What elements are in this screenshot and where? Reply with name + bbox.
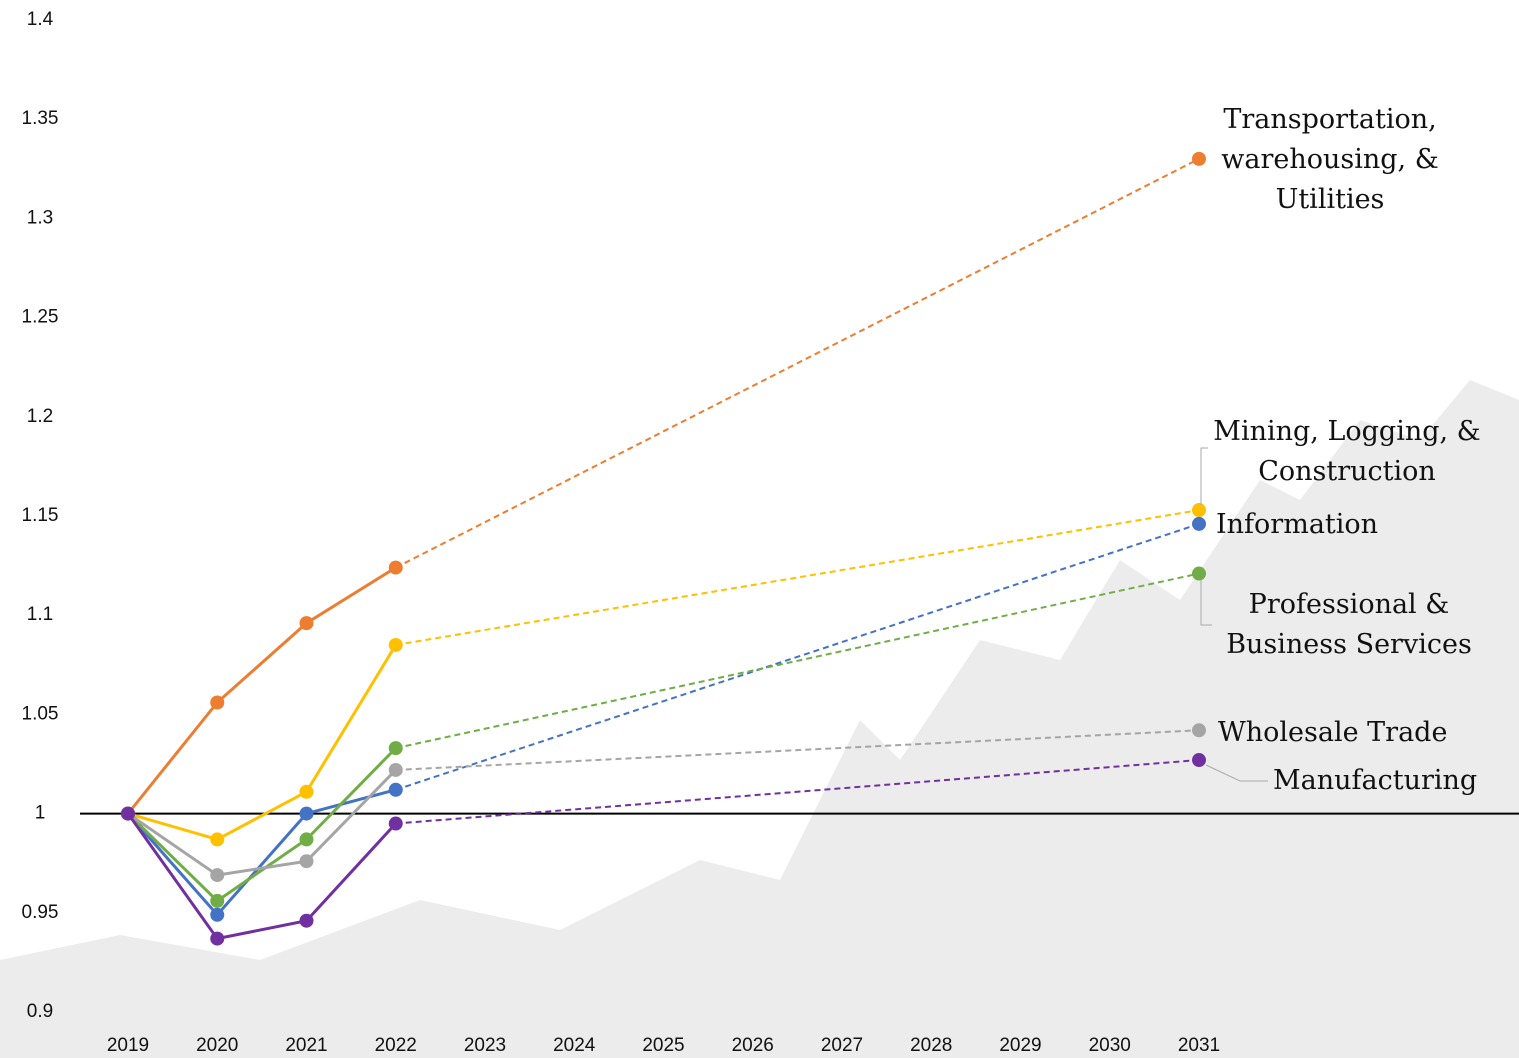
data-point: [388, 762, 403, 777]
background-trees: [0, 380, 1519, 1058]
projection-line: [395, 509, 1200, 646]
y-tick-label: 1.15: [22, 505, 59, 526]
x-tick-label: 2026: [732, 1035, 774, 1056]
x-tick-label: 2031: [1178, 1035, 1220, 1056]
data-point: [1192, 503, 1206, 518]
x-tick-label: 2019: [107, 1035, 149, 1056]
series-label: Mining, Logging, & Construction: [1213, 416, 1480, 487]
data-point: [1192, 566, 1206, 581]
data-point: [388, 816, 403, 831]
y-tick-label: 1.25: [22, 307, 59, 328]
data-point: [210, 868, 225, 883]
data-point: [210, 893, 225, 908]
data-point: [1192, 516, 1206, 531]
x-tick-label: 2027: [821, 1035, 863, 1056]
series-label: Information: [1216, 509, 1378, 540]
data-point: [299, 832, 314, 847]
data-point: [299, 616, 314, 631]
series-label: Professional & Business Services: [1226, 589, 1472, 660]
leader-line: [1205, 764, 1268, 782]
projection-line: [395, 759, 1200, 825]
series-line: [126, 566, 397, 815]
series-line: [127, 644, 398, 842]
series-line: [126, 812, 397, 941]
series-line: [126, 788, 397, 918]
data-point: [1192, 151, 1206, 166]
data-point: [121, 806, 135, 821]
projection-line: [395, 522, 1200, 791]
y-tick-label: 1.35: [22, 108, 59, 129]
series-line: [127, 768, 397, 877]
leader-line: [1200, 447, 1208, 505]
data-point: [388, 782, 403, 797]
data-point: [299, 913, 314, 928]
x-tick-label: 2025: [642, 1035, 684, 1056]
x-tick-label: 2024: [553, 1035, 596, 1056]
y-tick-label: 1.3: [27, 207, 53, 228]
x-tick-label: 2030: [1089, 1035, 1131, 1056]
data-point: [299, 784, 314, 799]
y-tick-label: 1.2: [27, 406, 53, 427]
data-point: [299, 854, 314, 869]
y-tick-label: 0.95: [22, 902, 59, 923]
series-label: Manufacturing: [1273, 765, 1477, 796]
y-tick-label: 0.9: [27, 1001, 53, 1022]
x-tick-label: 2029: [999, 1035, 1041, 1056]
projection-line: [395, 572, 1200, 750]
x-tick-label: 2028: [910, 1035, 952, 1056]
y-tick-label: 1.05: [22, 703, 59, 724]
data-point: [388, 637, 403, 652]
x-tick-label: 2022: [375, 1035, 417, 1056]
data-point: [210, 832, 225, 847]
data-point: [1192, 723, 1206, 738]
data-point: [210, 695, 225, 710]
series-line: [126, 747, 397, 903]
leader-line: [1200, 580, 1212, 626]
x-tick-label: 2020: [196, 1035, 238, 1056]
y-tick-label: 1: [35, 803, 46, 824]
y-tick-label: 1.1: [27, 604, 53, 625]
projection-line: [395, 157, 1200, 569]
data-point: [210, 931, 225, 946]
x-tick-label: 2021: [285, 1035, 327, 1056]
series-label: Wholesale Trade: [1218, 717, 1447, 748]
data-point: [388, 560, 403, 575]
data-point: [210, 907, 225, 922]
data-point: [388, 741, 403, 756]
x-tick-label: 2023: [464, 1035, 506, 1056]
data-point: [299, 806, 314, 821]
series-label: Transportation, warehousing, & Utilities: [1221, 104, 1439, 215]
y-tick-label: 1.4: [27, 9, 54, 30]
projection-line: [395, 729, 1200, 771]
data-point: [1192, 753, 1206, 768]
